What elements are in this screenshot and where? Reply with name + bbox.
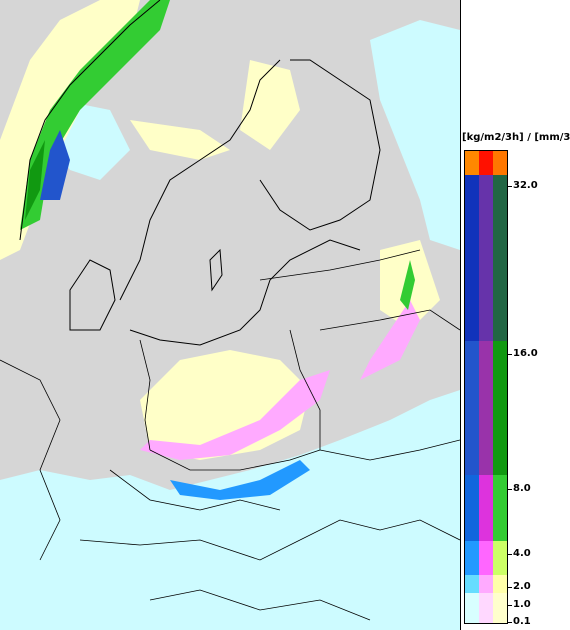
border-germany-west <box>0 359 61 561</box>
legend-tick-mark <box>508 354 512 355</box>
legend-tick-label: 0.1 <box>513 616 531 627</box>
precip-area-green-east <box>400 260 415 310</box>
precip-area-magenta <box>140 370 330 460</box>
legend-swatch-1.0-2.0-2 <box>493 575 507 593</box>
border-czech-slovakia <box>109 469 281 511</box>
legend-swatch-0.1-1.0-2 <box>493 593 507 623</box>
norway-coast <box>19 0 161 241</box>
legend-tick-label: 2.0 <box>513 581 531 592</box>
legend-swatch-32.0+-2 <box>493 151 507 175</box>
country-borders <box>0 249 460 621</box>
gotland <box>209 248 223 292</box>
legend-tick-label: 8.0 <box>513 483 531 494</box>
legend-tick-label: 4.0 <box>513 548 531 559</box>
precip-area-darkgreen-norway <box>25 140 45 220</box>
precip-fields <box>0 0 460 630</box>
legend-tick-mark <box>508 489 512 490</box>
legend-colorbar <box>464 150 508 624</box>
legend-swatch-16.0-32.0-2 <box>493 175 507 341</box>
legend-tick-mark <box>508 622 512 623</box>
sweden-coast <box>119 59 281 301</box>
precip-area-magenta-east <box>360 300 420 380</box>
legend-swatch-32.0+-0 <box>465 151 479 175</box>
precip-area-yellow-gulf <box>130 120 230 160</box>
precip-area-cyan-east <box>370 20 460 250</box>
legend-tick-label: 1.0 <box>513 599 531 610</box>
legend-swatch-4.0-8.0-0 <box>465 475 479 541</box>
border-poland-east <box>289 329 321 450</box>
border-austria-hungary <box>79 539 301 561</box>
border-belarus <box>319 309 460 331</box>
legend-tick-mark <box>508 605 512 606</box>
legend-tick-label: 16.0 <box>513 348 538 359</box>
legend-swatch-32.0+-1 <box>479 151 493 175</box>
border-germany-poland <box>139 339 151 451</box>
legend-swatch-0.1-1.0-1 <box>479 593 493 623</box>
legend-swatch-2.0-4.0-1 <box>479 541 493 575</box>
border-ukraine <box>319 439 460 461</box>
legend-colorbar-svg <box>465 151 507 623</box>
legend-tick-mark <box>508 587 512 588</box>
precip-area-green-norway <box>20 0 170 230</box>
border-poland-south <box>149 449 321 471</box>
precip-area-yellow-bothnia <box>240 60 300 150</box>
legend-swatch-1.0-2.0-0 <box>465 575 479 593</box>
border-baltics <box>259 249 421 281</box>
precipitation-map <box>0 0 461 630</box>
legend-swatch-1.0-2.0-1 <box>479 575 493 593</box>
map-canvas <box>0 0 460 630</box>
legend-swatch-4.0-8.0-2 <box>493 475 507 541</box>
legend-swatch-16.0-32.0-1 <box>479 175 493 341</box>
denmark <box>69 259 116 331</box>
precip-area-cyan <box>0 390 460 630</box>
legend-swatch-2.0-4.0-2 <box>493 541 507 575</box>
finland-coast <box>259 59 381 231</box>
legend-swatch-4.0-8.0-1 <box>479 475 493 541</box>
baltic-south-coast <box>129 239 361 346</box>
legend-swatch-8.0-16.0-1 <box>479 341 493 475</box>
legend-swatch-8.0-16.0-0 <box>465 341 479 475</box>
legend-tick-mark <box>508 554 512 555</box>
legend-title: [kg/m2/3h] / [mm/3h] <box>462 132 570 143</box>
legend-swatch-2.0-4.0-0 <box>465 541 479 575</box>
precip-area-blue-norway <box>40 130 70 200</box>
legend-swatch-16.0-32.0-0 <box>465 175 479 341</box>
legend-tick-mark <box>508 186 512 187</box>
border-romania <box>299 519 460 541</box>
legend-swatch-0.1-1.0-0 <box>465 593 479 623</box>
coastlines <box>19 0 381 346</box>
precip-area-blue-carpathian <box>170 460 310 500</box>
legend-swatch-8.0-16.0-2 <box>493 341 507 475</box>
legend-tick-label: 32.0 <box>513 180 538 191</box>
border-balkans <box>149 589 371 621</box>
